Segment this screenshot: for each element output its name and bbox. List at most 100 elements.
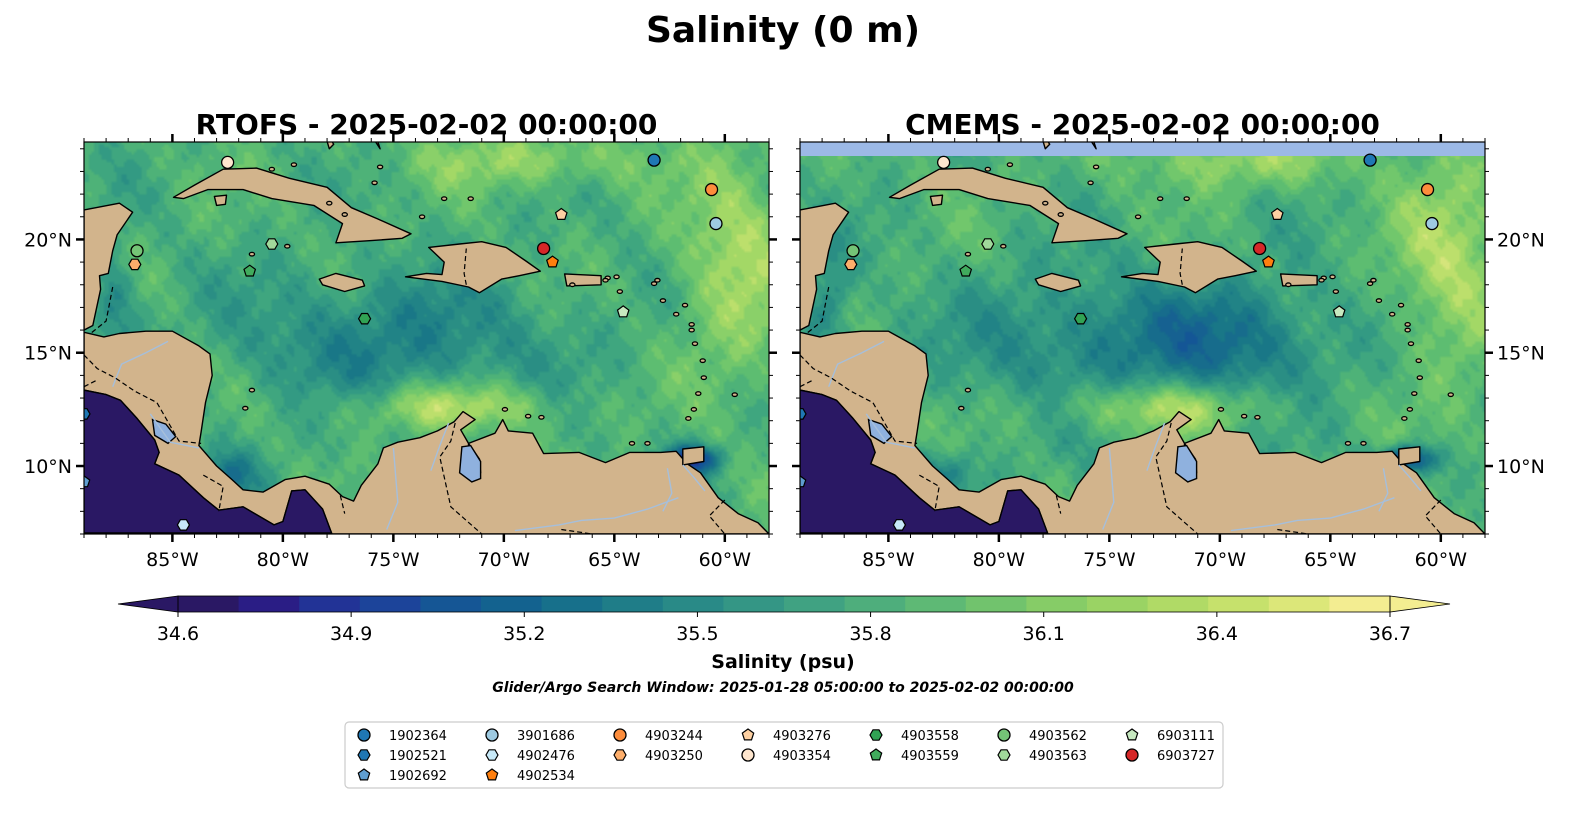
legend-item-3901686: 3901686	[485, 728, 575, 744]
small-island	[984, 166, 992, 172]
river	[112, 340, 169, 387]
small-island	[569, 282, 576, 288]
river	[865, 413, 916, 449]
small-island	[1183, 196, 1190, 202]
small-island	[691, 341, 699, 347]
land-cuba	[888, 167, 1128, 244]
float-marker-1902692	[800, 475, 807, 488]
small-island	[695, 391, 702, 396]
legend-item-6903727: 6903727	[1125, 748, 1215, 764]
small-island	[1447, 392, 1455, 398]
legend-item-4902476: 4902476	[485, 749, 575, 764]
small-island	[242, 405, 249, 411]
colorbar-tick-label: 36.1	[1023, 623, 1065, 645]
lon-tick-label: 80°W	[973, 549, 1026, 571]
small-island	[376, 164, 384, 170]
float-marker-6903727	[1252, 241, 1267, 256]
float-marker-4903354	[936, 155, 951, 170]
colorbar-tick-label: 36.4	[1196, 623, 1238, 645]
colorbar-extend-low	[117, 595, 179, 613]
lake-maracaibo	[458, 444, 482, 483]
country-border	[800, 379, 814, 388]
legend-label: 6903727	[1157, 749, 1215, 764]
lon-tick-label: 65°W	[1304, 549, 1357, 571]
legend-item-6903111: 6903111	[1125, 728, 1215, 744]
lon-tick-label: 80°W	[257, 549, 310, 571]
legend-marker-hexagon-icon	[869, 729, 883, 741]
float-marker-6903111	[616, 305, 630, 318]
small-island	[440, 196, 448, 202]
colorbar-segment	[1026, 596, 1088, 612]
small-island	[1057, 212, 1064, 217]
legend-marker-circle-icon	[741, 748, 755, 762]
small-island	[1329, 274, 1336, 280]
colorbar-tick-label: 34.6	[157, 623, 199, 645]
river	[386, 447, 399, 530]
legend-label: 4903250	[645, 749, 703, 764]
legend-label: 4903244	[645, 729, 703, 744]
lon-tick-label: 65°W	[588, 549, 641, 571]
float-marker-4903354	[220, 155, 235, 170]
lat-tick-label: 20°N	[24, 229, 72, 251]
colorbar-segment	[1208, 596, 1270, 612]
legend-item-4903250: 4903250	[613, 749, 703, 764]
legend-item-4903563: 4903563	[997, 749, 1087, 764]
legend-item-4903354: 4903354	[741, 748, 831, 764]
legend-item-1902521: 1902521	[357, 749, 447, 764]
legend-item-4903244: 4903244	[613, 728, 703, 744]
panel-frame	[799, 141, 1486, 535]
lon-tick-label: 70°W	[1194, 549, 1247, 571]
legend-marker-circle-icon	[1125, 748, 1139, 762]
colorbar-segment	[420, 596, 482, 612]
lon-tick-label: 60°W	[699, 549, 752, 571]
float-marker-6903111	[1332, 305, 1346, 318]
lon-tick-label: 75°W	[1083, 549, 1136, 571]
small-island	[1240, 413, 1248, 419]
small-island	[1406, 406, 1414, 412]
float-marker-4903244	[704, 182, 719, 197]
float-marker-4903562	[846, 244, 860, 258]
small-island	[1006, 162, 1014, 168]
legend-label: 4903562	[1029, 729, 1087, 744]
colorbar-segment	[784, 596, 846, 612]
small-island	[1254, 414, 1261, 420]
land-hispaniola	[1120, 240, 1258, 294]
float-marker-4902476	[892, 519, 907, 531]
colorbar-segment	[359, 596, 421, 612]
small-island	[1134, 214, 1142, 220]
lon-tick-label: 70°W	[478, 549, 531, 571]
small-island	[1285, 282, 1292, 288]
land-jamaica	[318, 272, 366, 293]
small-island	[290, 162, 298, 168]
colorbar-extend-high	[1389, 595, 1451, 613]
land-hispaniola	[404, 240, 541, 294]
small-island	[616, 289, 624, 294]
pacific-coast	[84, 389, 333, 534]
small-island	[1332, 289, 1340, 294]
small-island	[1318, 277, 1325, 283]
legend-item-4903559: 4903559	[869, 748, 959, 764]
country-border	[1055, 495, 1062, 514]
small-island	[700, 375, 708, 381]
legend-marker-hexagon-icon	[357, 749, 371, 761]
river	[1398, 464, 1422, 492]
colorbar-segment	[1329, 596, 1391, 612]
colorbar-segment	[299, 596, 361, 612]
small-island	[1360, 440, 1367, 446]
colorbar-frame	[177, 595, 1391, 613]
float-marker-4903276	[554, 207, 568, 220]
lon-tick-label: 85°W	[862, 549, 915, 571]
colorbar-segment	[481, 596, 543, 612]
colorbar-segment	[1147, 596, 1209, 612]
colorbar-segment	[905, 596, 967, 612]
float-marker-4903563	[265, 238, 279, 250]
river	[1230, 497, 1395, 532]
river	[149, 413, 200, 449]
colorbar-tick-label: 35.8	[849, 623, 891, 645]
missing-data-band	[800, 142, 1485, 156]
country-border	[561, 528, 593, 534]
small-island	[1370, 277, 1377, 283]
small-island	[341, 212, 348, 217]
small-island	[731, 392, 739, 398]
legend-marker-circle-icon	[613, 728, 627, 742]
